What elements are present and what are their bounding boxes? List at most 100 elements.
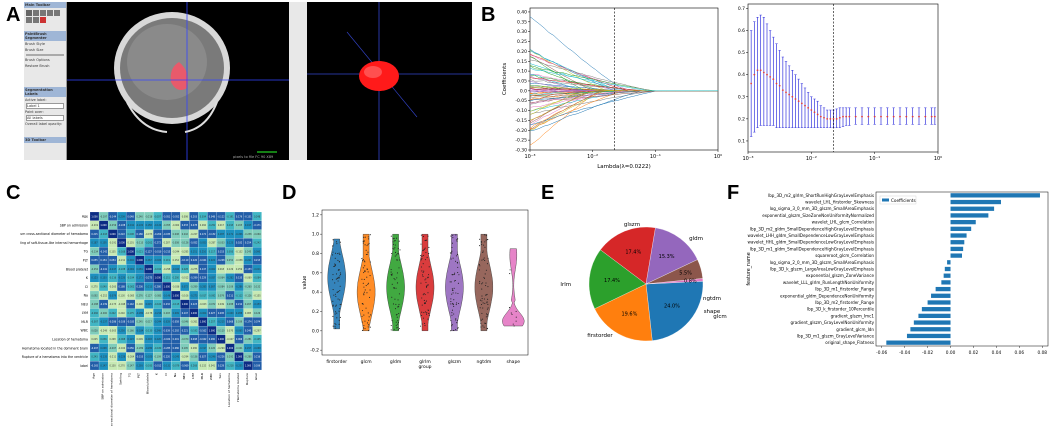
violin-category-label: firstorder [326, 359, 347, 365]
violin-point [397, 321, 400, 323]
heatmap-cell-value: -0.294 [181, 356, 189, 359]
heatmap-cell-value: 0.099 [173, 312, 180, 315]
violin-point [452, 289, 454, 291]
b-left-ytick: 0.0 [520, 88, 527, 94]
heatmap-cell-value: -0.070 [181, 338, 189, 341]
violin-point [340, 273, 342, 275]
3d-render-view[interactable] [307, 2, 472, 160]
violin-point [451, 274, 453, 276]
d-ytick: 0.6 [312, 270, 319, 276]
paint-over-select[interactable]: All labels [26, 115, 64, 121]
heatmap-cell-value: 1.000 [182, 303, 189, 306]
annotate-tool-icon[interactable] [26, 17, 32, 23]
feature-label: original_shape_Flatness [825, 340, 874, 345]
violin-point [394, 244, 396, 246]
heatmap-cell-value: 0.074 [254, 321, 261, 324]
heatmap-row-label: Age [82, 215, 88, 219]
brush-tool-icon[interactable] [33, 17, 39, 23]
b-left-ylabel: Coefficients [502, 63, 508, 95]
heatmap-row-label: Hematoma located in the dominant brain [22, 346, 88, 350]
feature-label: gradient_glszm_GrayLevelNonUniformity [790, 320, 874, 325]
heatmap-cell-value: -0.215 [163, 250, 171, 253]
heatmap-cell-value: 1.000 [100, 224, 107, 227]
heatmap-cell-value: 1.000 [118, 242, 125, 245]
violin-point [452, 257, 454, 259]
heatmap-cell-value: -0.298 [163, 268, 171, 271]
violin-point [363, 286, 365, 288]
violin-point [450, 258, 452, 260]
violin-point [450, 319, 452, 322]
violin-point [479, 299, 481, 301]
violin-point [479, 307, 481, 309]
heatmap-cell-value: -0.282 [226, 277, 234, 280]
heatmap-cell-value: -0.132 [235, 250, 243, 253]
paint-tool-icon[interactable] [40, 10, 46, 16]
cv-mean-point [769, 75, 772, 78]
heatmap-cell-value: -0.055 [163, 224, 171, 227]
label-select[interactable]: Label 1 [26, 103, 64, 109]
violin-point [482, 318, 484, 320]
crosshair-tool-icon[interactable] [26, 10, 32, 16]
pie-category-label: glrlm [560, 282, 571, 288]
violin-point [420, 325, 422, 327]
violin-point [487, 258, 489, 260]
zoom-tool-icon[interactable] [33, 10, 39, 16]
heatmap-cell-value: 0.240 [245, 329, 252, 332]
violin-point [481, 288, 483, 290]
itksnap-sidebar: Main Toolbar PaintBrush Segmenter Brush … [24, 2, 67, 160]
heatmap-row-label: NEU [81, 302, 88, 306]
f-xtick: -0.06 [876, 350, 887, 356]
eraser-tool-icon[interactable] [40, 17, 46, 23]
coef-bar [950, 219, 976, 225]
heatmap-cell-value: 1.000 [137, 259, 144, 262]
brush-size-slider[interactable] [26, 54, 64, 56]
violin-point [424, 279, 426, 281]
violin-point [339, 261, 341, 263]
heatmap-cell-value: 0.098 [191, 338, 198, 341]
violin-point [334, 282, 336, 284]
violin-point [391, 253, 393, 255]
violin-point [335, 273, 338, 275]
violin-point [457, 238, 459, 240]
heatmap-cell-value: -0.040 [226, 312, 234, 315]
violin-point [367, 324, 369, 326]
heatmap-cell-value: 0.109 [227, 286, 234, 289]
pie-slice [645, 278, 704, 285]
violin-point [422, 294, 424, 296]
violin-point [421, 314, 423, 317]
ct-axial-view[interactable]: pixels to file FC 90 X89 [67, 2, 289, 160]
heatmap-cell-value: -0.061 [127, 268, 135, 271]
heatmap-cell-value: -0.289 [136, 347, 144, 350]
heatmap-cell-value: -0.168 [118, 250, 126, 253]
heatmap-cell-value: -0.033 [145, 365, 153, 368]
violin-point [510, 312, 512, 314]
violin-point [481, 303, 483, 306]
heatmap-cell-value: -0.033 [217, 242, 225, 245]
violin-point [451, 324, 453, 326]
pie-value-label: 24.0% [664, 304, 680, 310]
snake-tool-icon[interactable] [54, 10, 60, 16]
violin-point [365, 253, 367, 256]
heatmap-cell-value: 0.226 [191, 259, 198, 262]
violin-point [398, 312, 400, 315]
heatmap-cell-value: -0.184 [136, 329, 144, 332]
heatmap-cell-value: -0.275 [190, 268, 198, 271]
heatmap-cell-value: 0.017 [146, 321, 153, 324]
d-ytick: 1.0 [312, 232, 319, 238]
heatmap-cell-value: 0.228 [182, 268, 189, 271]
cv-mean-point [826, 117, 829, 120]
b-left-xtick: 10⁻³ [524, 154, 535, 160]
pie-category-label: shape [704, 309, 721, 315]
heatmap-cell-value: -0.036 [172, 286, 180, 289]
violin-point [485, 235, 487, 237]
heatmap-cell-value: -0.213 [145, 286, 153, 289]
restore-brush[interactable]: Restore Brush [25, 64, 50, 68]
polygon-tool-icon[interactable] [47, 10, 53, 16]
violin-point [398, 305, 400, 307]
violin-point [422, 271, 424, 273]
violin-point [336, 317, 338, 319]
violin-point [397, 299, 399, 301]
heatmap-cell-value: 0.049 [218, 303, 225, 306]
panel-c-correlation-heatmap: Age 1.000 -0.197 -0.144 0.209 0.048 0.240 -0.21… [20, 211, 262, 426]
pie-value-label: 19.6% [621, 311, 637, 317]
